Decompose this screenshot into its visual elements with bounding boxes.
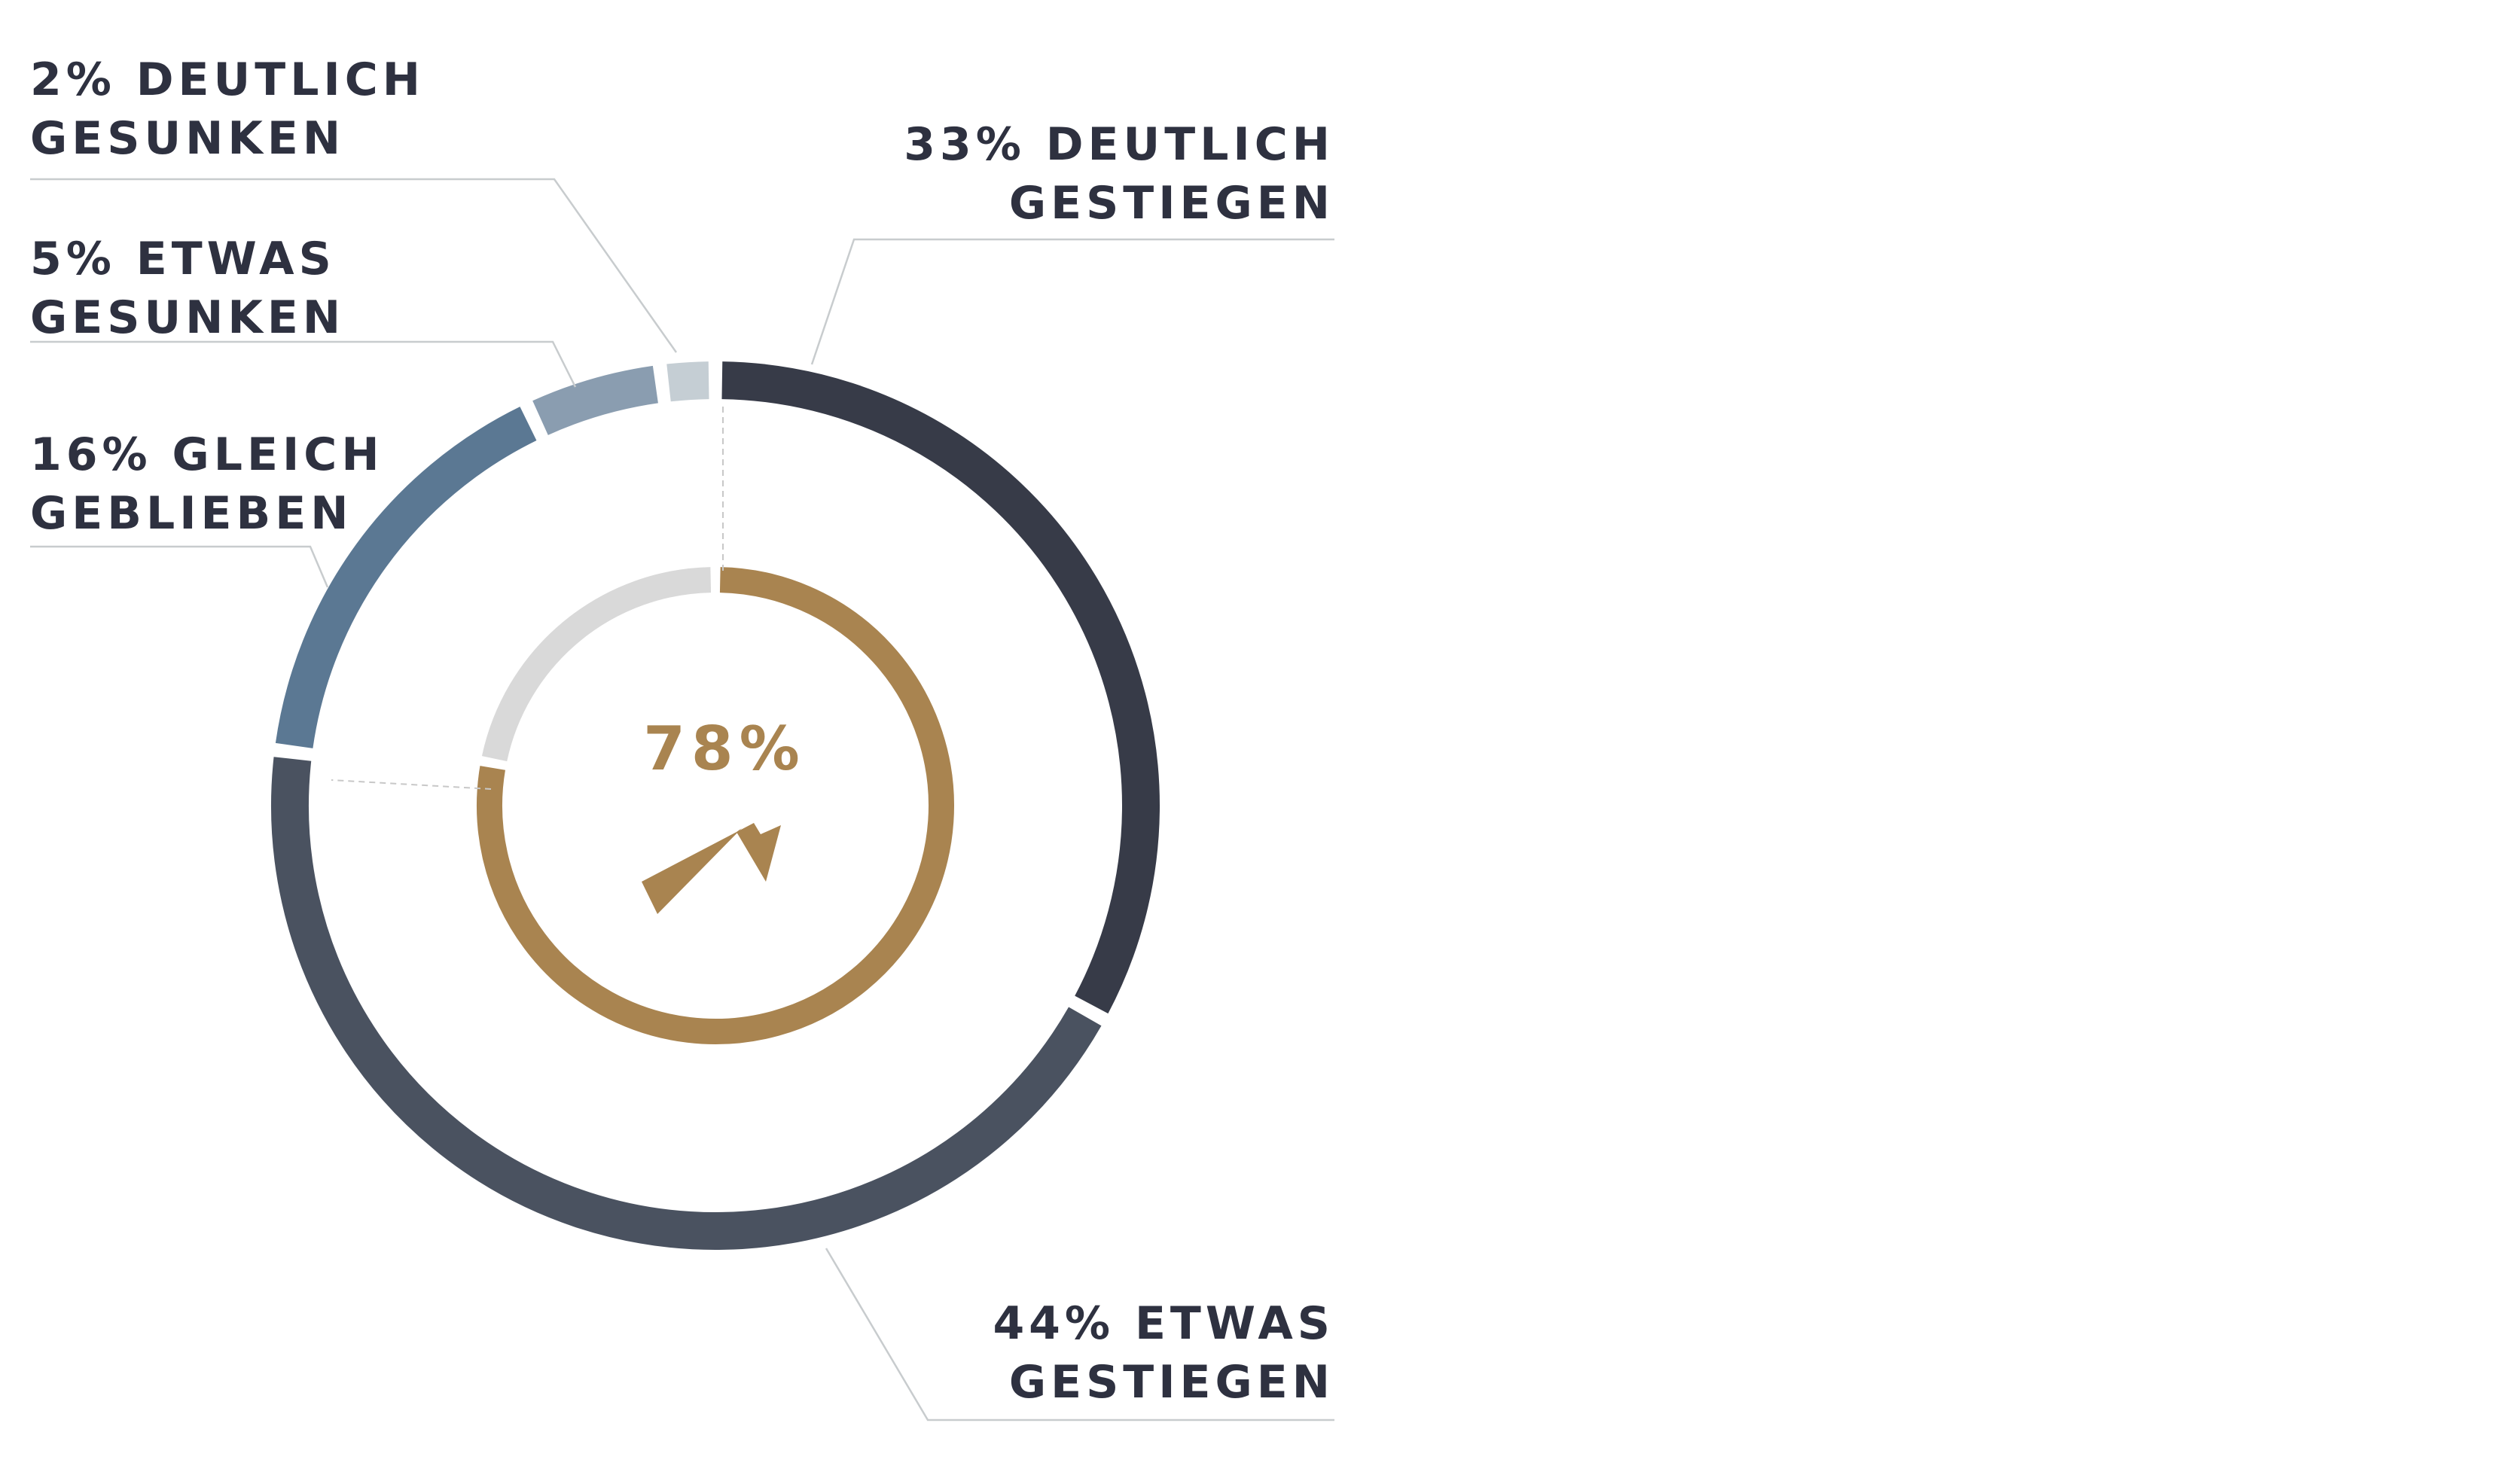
label-gleich-geblieben-line1: 16% GLEICH [30, 428, 384, 481]
center-value-label: 78% [643, 714, 805, 784]
label-deutlich-gestiegen-line1: 33% DEUTLICH [904, 118, 1334, 171]
label-deutlich-gestiegen-line2: GESTIEGEN [1009, 177, 1334, 230]
label-leader-lines [30, 178, 1334, 1422]
label-gleich-geblieben-line2: GEBLIEBEN [30, 487, 352, 540]
label-deutlich-gesunken-line2: GESUNKEN [30, 112, 345, 165]
leader-etwas-gesunken [30, 340, 577, 388]
segment-gleich-geblieben [275, 407, 537, 748]
inner-guide-line-left [331, 779, 492, 790]
outer-ring [271, 361, 1160, 1251]
leader-deutlich-gestiegen [810, 238, 1334, 365]
leader-etwas-gestiegen [825, 1248, 1334, 1422]
leader-gleich-geblieben [30, 545, 329, 588]
segment-labels: 33% DEUTLICH GESTIEGEN 44% ETWAS GESTIEG… [30, 53, 1334, 1409]
arrow-up-right-icon [642, 823, 781, 914]
label-etwas-gesunken-line2: GESUNKEN [30, 291, 345, 344]
label-etwas-gesunken-line1: 5% ETWAS [30, 233, 336, 285]
inner-ring [477, 567, 954, 1044]
leader-deutlich-gesunken [30, 178, 678, 353]
segment-deutlich-gestiegen [721, 361, 1160, 1014]
segment-etwas-gesunken [532, 365, 659, 435]
segment-etwas-gestiegen [271, 757, 1102, 1251]
inner-segment-value [477, 567, 954, 1044]
label-etwas-gestiegen-line2: GESTIEGEN [1009, 1356, 1334, 1409]
label-etwas-gestiegen-line1: 44% ETWAS [993, 1297, 1334, 1350]
inner-segment-rest [481, 567, 712, 762]
label-deutlich-gesunken-line1: 2% DEUTLICH [30, 53, 425, 106]
segment-deutlich-gesunken [666, 361, 709, 402]
